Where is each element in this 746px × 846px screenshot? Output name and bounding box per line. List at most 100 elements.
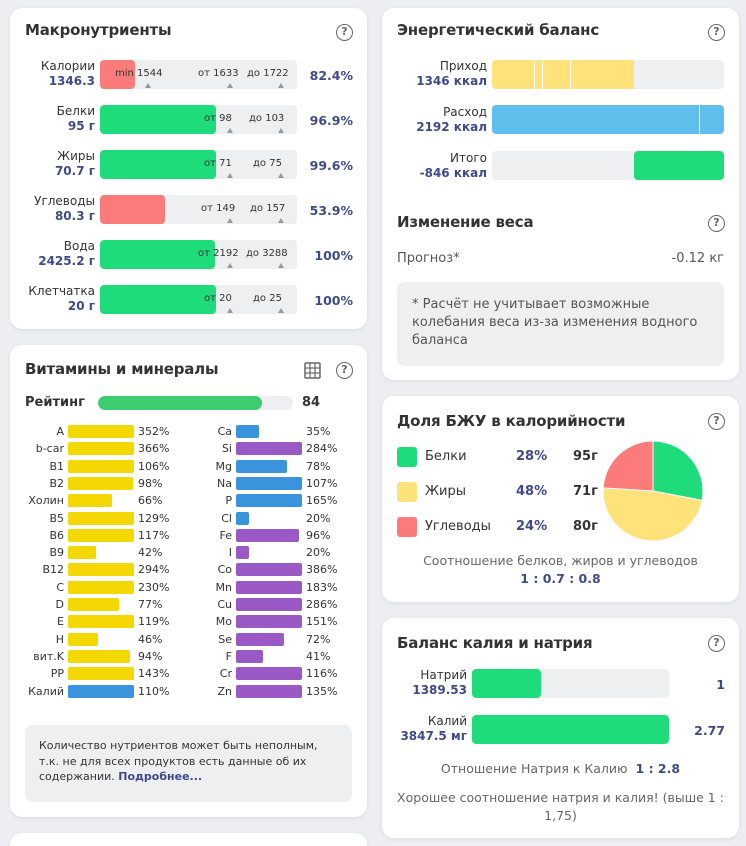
nutrient-name: H (55, 632, 64, 646)
nutrient-bar (236, 598, 302, 611)
forecast-label: Прогноз* (397, 251, 460, 266)
vitamins-note-text: Количество нутриентов может быть неполны… (39, 739, 318, 783)
energy-bar-fill (492, 60, 635, 89)
nutrient-bar (68, 580, 134, 594)
rating-label: Рейтинг (25, 395, 85, 410)
macro-mark-to: до 157 (250, 203, 286, 214)
kna-ratio-value: 1 : 2.8 (635, 761, 681, 776)
nutrient-row: Mg 78% (186, 459, 356, 474)
kna-bar (472, 715, 669, 744)
pie-slice-carbs (602, 440, 654, 492)
nutrient-pct: 151% (306, 615, 338, 629)
nutrient-pct: 294% (138, 563, 170, 577)
legend-name: Жиры (425, 484, 466, 499)
nutrient-name: Калий (28, 684, 64, 698)
legend-swatch (397, 447, 417, 467)
nutrient-row: B5 129% (18, 511, 188, 526)
nutrient-bar (68, 649, 130, 663)
table-icon[interactable] (304, 362, 321, 379)
nutrient-pct: 42% (138, 546, 163, 560)
nutrient-pct: 20% (306, 511, 331, 525)
nutrient-name: I (228, 546, 232, 560)
help-icon[interactable]: ? (708, 24, 725, 41)
macro-tick (145, 83, 151, 88)
nutrient-name: Fe (219, 528, 233, 542)
nutrient-pct: 352% (138, 425, 170, 438)
nutrient-name: Co (217, 563, 232, 577)
nutrient-name: Si (221, 442, 232, 456)
rating-bar-fill (98, 396, 262, 410)
nutrient-row: B1 106% (18, 459, 188, 474)
energy-label: Итого -846 ккал (419, 151, 487, 180)
potassium-sodium-card: Баланс калия и натрия ? Натрий 1389.53 1 … (382, 618, 739, 838)
nutrient-bar (236, 632, 284, 646)
weight-note: * Расчёт не учитывает возможные колебани… (397, 282, 724, 366)
macro-bar: от 98 до 103 (100, 105, 297, 134)
macro-tick (227, 263, 233, 268)
legend-swatch (397, 482, 417, 502)
nutrient-name: B5 (49, 511, 64, 525)
help-icon[interactable]: ? (708, 413, 725, 430)
divider (570, 60, 571, 89)
macro-label: Углеводы 80.3 г (34, 194, 95, 223)
nutrient-name: Se (218, 632, 232, 646)
nutrient-name: P (225, 494, 232, 508)
macro-tick (278, 83, 284, 88)
macro-bar: min 1544 от 1633 до 1722 (100, 60, 297, 89)
nutrient-row: Холин 66% (18, 493, 188, 508)
nutrient-name: PP (50, 667, 64, 681)
macro-mark-from: от 1633 (198, 68, 239, 79)
nutrient-bar (68, 684, 134, 698)
macro-mark-to: до 25 (253, 293, 282, 304)
macro-mark-from: от 98 (204, 113, 232, 124)
bju-title: Доля БЖУ в калорийности (397, 412, 626, 430)
nutrient-bar (236, 546, 249, 560)
nutrient-pct: 135% (306, 684, 338, 698)
help-icon[interactable]: ? (336, 24, 353, 41)
legend-swatch (397, 517, 417, 537)
help-icon[interactable]: ? (336, 362, 353, 379)
legend-pct: 24% (516, 519, 548, 534)
nutrient-bar (68, 459, 134, 473)
help-icon[interactable]: ? (708, 635, 725, 652)
macro-pct: 53.9% (309, 203, 353, 218)
kna-bar-fill (472, 669, 541, 698)
nutrient-pct: 66% (138, 494, 163, 508)
nutrient-bar (68, 528, 134, 542)
nutrient-name: B12 (42, 563, 64, 577)
macro-bar: от 149 до 157 (100, 195, 297, 224)
macro-tick (278, 173, 284, 178)
legend-grams: 71г (573, 484, 598, 499)
nutrient-bar (236, 494, 302, 508)
nutrient-row: Cu 286% (186, 597, 356, 612)
kna-label: Калий 3847.5 мг (400, 714, 467, 743)
legend-name: Углеводы (425, 519, 491, 534)
macro-pct: 100% (314, 248, 353, 263)
nutrient-bar (236, 649, 263, 663)
rating-bar (98, 396, 293, 410)
bju-ratio-label: Соотношение белков, жиров и углеводов (423, 553, 698, 568)
macro-bar-fill (100, 195, 165, 224)
nutrient-pct: 35% (306, 425, 331, 438)
nutrient-name: Cl (221, 511, 232, 525)
nutrient-bar (236, 615, 302, 629)
nutrient-name: C (56, 580, 64, 594)
nutrient-row: Mn 183% (186, 580, 356, 595)
legend-name: Белки (425, 449, 467, 464)
nutrient-row: Zn 135% (186, 684, 356, 699)
more-link[interactable]: Подробнее... (118, 770, 203, 783)
nutrient-pct: 110% (138, 684, 170, 698)
nutrient-name: B2 (49, 476, 64, 490)
macro-tick (227, 218, 233, 223)
nutrient-bar (68, 494, 112, 508)
help-icon[interactable]: ? (708, 215, 725, 232)
nutrient-row: Калий 110% (18, 684, 188, 699)
nutrient-bar (68, 476, 133, 490)
nutrient-name: E (57, 615, 64, 629)
nutrient-row: Cl 20% (186, 511, 356, 526)
macro-tick (227, 128, 233, 133)
weight-title: Изменение веса (397, 213, 534, 231)
macro-label: Вода 2425.2 г (38, 239, 95, 268)
nutrient-row: F 41% (186, 649, 356, 664)
nutrient-bar (68, 425, 134, 438)
